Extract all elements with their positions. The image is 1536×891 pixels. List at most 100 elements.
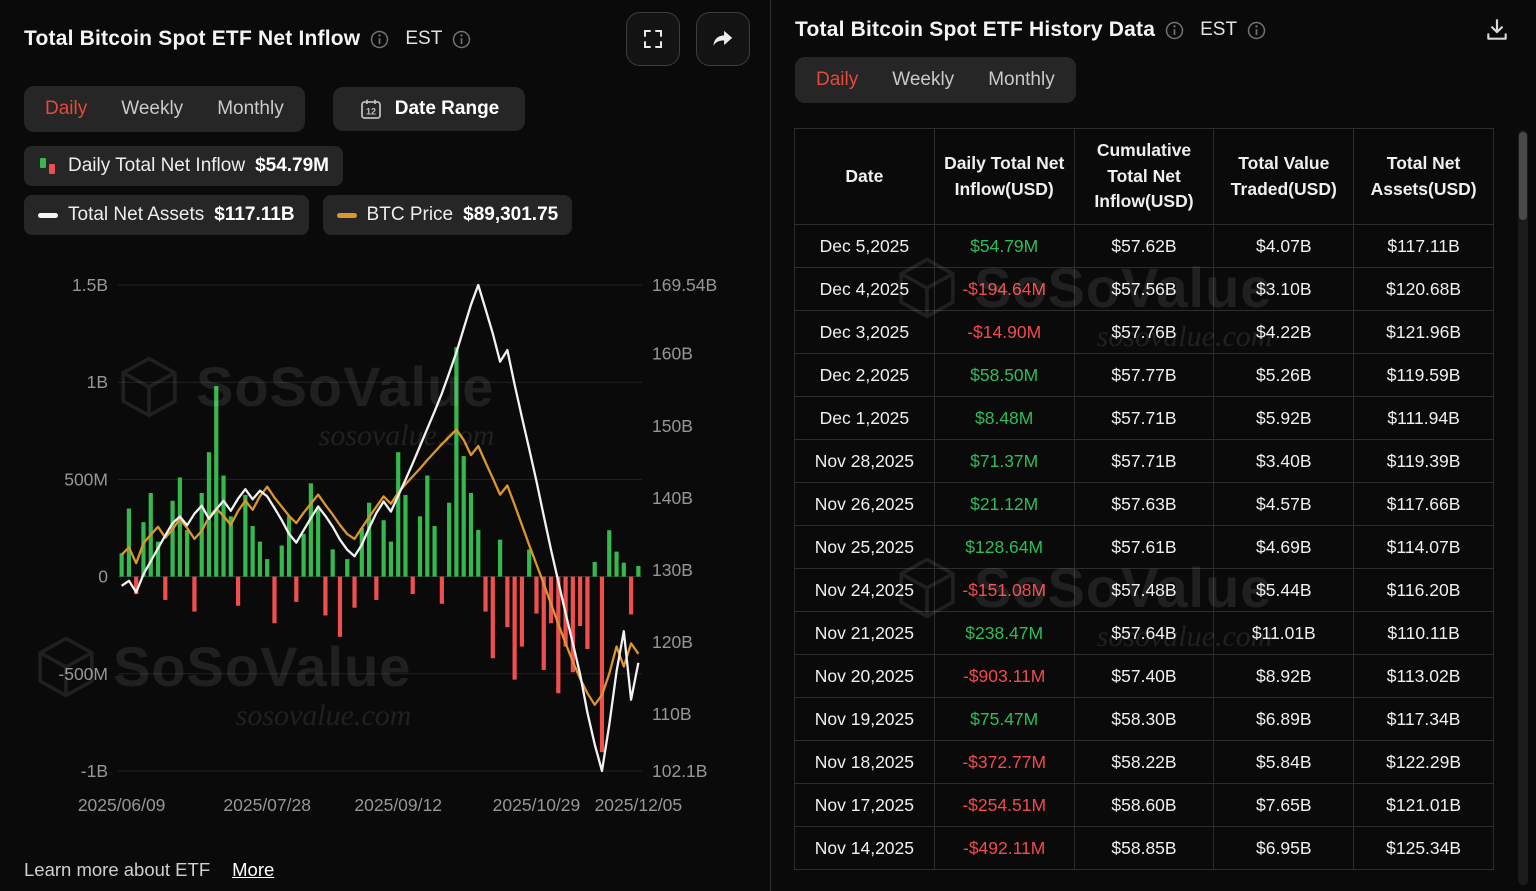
column-header-3: Total Value Traded(USD) (1213, 128, 1355, 225)
x-axis-labels: 2025/06/09 2025/07/28 2025/09/12 2025/10/29… (78, 795, 682, 815)
cell-value: $57.40B (1073, 654, 1215, 698)
cell-value: $57.56B (1073, 267, 1215, 311)
date-range-button[interactable]: 12 Date Range (332, 87, 526, 131)
share-button[interactable] (696, 12, 750, 66)
svg-text:102.1B: 102.1B (652, 761, 707, 781)
cell-value: $6.89B (1213, 697, 1355, 741)
right-axis-labels: 169.54B 160B 150B 140B 130B 120B 110B 102.1B (652, 275, 717, 781)
white-line-icon (38, 212, 58, 218)
svg-text:130B: 130B (652, 560, 693, 580)
history-table: Date Daily Total Net Inflow(USD) Cumulativ… (794, 128, 1494, 870)
cell-value: $122.29B (1353, 740, 1494, 784)
table-row: Nov 21,2025 $238.47M $57.64B $11.01B $110.11… (794, 611, 1494, 655)
tab-monthly[interactable]: Monthly (988, 69, 1055, 90)
info-icon[interactable] (1165, 21, 1184, 40)
svg-text:1.5B: 1.5B (72, 275, 108, 295)
svg-text:110B: 110B (652, 704, 692, 724)
cell-value: $58.50M (933, 353, 1075, 397)
download-icon (1487, 19, 1507, 40)
tab-daily[interactable]: Daily (45, 98, 88, 119)
svg-text:-500M: -500M (58, 664, 108, 684)
fullscreen-button[interactable] (626, 12, 680, 66)
tab-weekly[interactable]: Weekly (121, 98, 184, 119)
svg-text:2025/06/09: 2025/06/09 (78, 795, 166, 815)
cell-value: $117.66B (1353, 482, 1494, 526)
cell-value: -$14.90M (933, 310, 1075, 354)
net-inflow-panel: Total Bitcoin Spot ETF Net Inflow EST Da… (0, 12, 770, 880)
cell-value: $120.68B (1353, 267, 1494, 311)
table-row: Nov 17,2025 -$254.51M $58.60B $7.65B $121.01… (794, 783, 1494, 827)
cell-value: $8.48M (933, 396, 1075, 440)
cell-value: $117.34B (1353, 697, 1494, 741)
cell-value: $128.64M (933, 525, 1075, 569)
cell-value: $4.57B (1213, 482, 1355, 526)
cell-value: $57.64B (1073, 611, 1215, 655)
more-link[interactable]: More (232, 859, 275, 880)
cell-value: $21.12M (933, 482, 1075, 526)
interval-tabs: Daily Weekly Monthly (24, 86, 305, 132)
legend-btc-price[interactable]: BTC Price $89,301.75 (322, 195, 573, 235)
tab-monthly[interactable]: Monthly (217, 98, 284, 119)
legend-value: $117.11B (214, 204, 295, 225)
cell-value: $57.77B (1073, 353, 1215, 397)
table-row: Nov 28,2025 $71.37M $57.71B $3.40B $119.39B (794, 439, 1494, 483)
cell-value: -$903.11M (933, 654, 1075, 698)
table-scrollbar[interactable] (1518, 130, 1528, 885)
net-inflow-chart[interactable]: 1.5B 1B 500M 0 -500M -1B 169.54B 160B 150B 140B 13… (0, 239, 770, 831)
table-row: Nov 19,2025 $75.47M $58.30B $6.89B $117.34B (794, 697, 1494, 741)
cell-value: -$492.11M (933, 826, 1075, 870)
svg-text:2025/09/12: 2025/09/12 (354, 795, 442, 815)
cell-date: Nov 17,2025 (794, 783, 935, 827)
legend-daily-net-inflow[interactable]: Daily Total Net Inflow $54.79M (24, 146, 344, 186)
learn-more-text: Learn more about ETF (24, 859, 211, 880)
table-row: Nov 18,2025 -$372.77M $58.22B $5.84B $122.29… (794, 740, 1494, 784)
column-header-0: Date (794, 128, 935, 225)
inflow-bars (119, 347, 641, 753)
date-range-label: Date Range (394, 98, 500, 119)
cell-value: $4.22B (1213, 310, 1355, 354)
cell-value: $110.11B (1353, 611, 1494, 655)
net-assets-line (120, 283, 640, 773)
cell-date: Nov 18,2025 (794, 740, 935, 784)
cell-value: $4.07B (1213, 224, 1355, 268)
tab-daily[interactable]: Daily (816, 69, 859, 90)
cell-value: -$372.77M (933, 740, 1075, 784)
info-icon[interactable] (452, 30, 471, 49)
cell-value: $58.22B (1073, 740, 1215, 784)
cell-value: $3.10B (1213, 267, 1355, 311)
svg-text:500M: 500M (64, 469, 108, 489)
timezone-label: EST (1200, 19, 1238, 40)
table-row: Nov 20,2025 -$903.11M $57.40B $8.92B $113.02… (794, 654, 1494, 698)
chart-container: 1.5B 1B 500M 0 -500M -1B 169.54B 160B 150B 140B 13… (0, 239, 770, 831)
orange-line-icon (336, 212, 357, 218)
column-header-4: Total Net Assets(USD) (1353, 128, 1494, 225)
svg-text:0: 0 (98, 567, 108, 587)
table-row: Nov 26,2025 $21.12M $57.63B $4.57B $117.66B (794, 482, 1494, 526)
cell-value: $5.92B (1213, 396, 1355, 440)
cell-value: -$194.64M (933, 267, 1075, 311)
table-row: Nov 25,2025 $128.64M $57.61B $4.69B $114.07B (794, 525, 1494, 569)
cell-value: $121.96B (1353, 310, 1494, 354)
legend-total-net-assets[interactable]: Total Net Assets $117.11B (24, 195, 309, 235)
right-header: Total Bitcoin Spot ETF History Data EST (771, 0, 1536, 43)
cell-value: $6.95B (1213, 826, 1355, 870)
svg-text:-1B: -1B (81, 761, 108, 781)
fullscreen-icon (644, 30, 662, 48)
svg-text:120B: 120B (652, 632, 693, 652)
info-icon[interactable] (1247, 21, 1266, 40)
cell-value: $114.07B (1353, 525, 1494, 569)
timezone-label: EST (405, 28, 443, 49)
download-button[interactable] (1484, 17, 1510, 43)
cell-date: Nov 21,2025 (794, 611, 935, 655)
cell-value: $3.40B (1213, 439, 1355, 483)
history-table-container: Date Daily Total Net Inflow(USD) Cumulativ… (794, 128, 1494, 891)
column-header-2: Cumulative Total Net Inflow(USD) (1073, 128, 1215, 225)
tab-weekly[interactable]: Weekly (892, 69, 955, 90)
info-icon[interactable] (370, 30, 389, 49)
table-row: Dec 3,2025 -$14.90M $57.76B $4.22B $121.96B (794, 310, 1494, 354)
cell-value: $238.47M (933, 611, 1075, 655)
svg-text:169.54B: 169.54B (652, 275, 717, 295)
legend-row-1: Daily Total Net Inflow $54.79M (0, 132, 770, 186)
scrollbar-thumb[interactable] (1519, 132, 1527, 220)
cell-value: $5.84B (1213, 740, 1355, 784)
